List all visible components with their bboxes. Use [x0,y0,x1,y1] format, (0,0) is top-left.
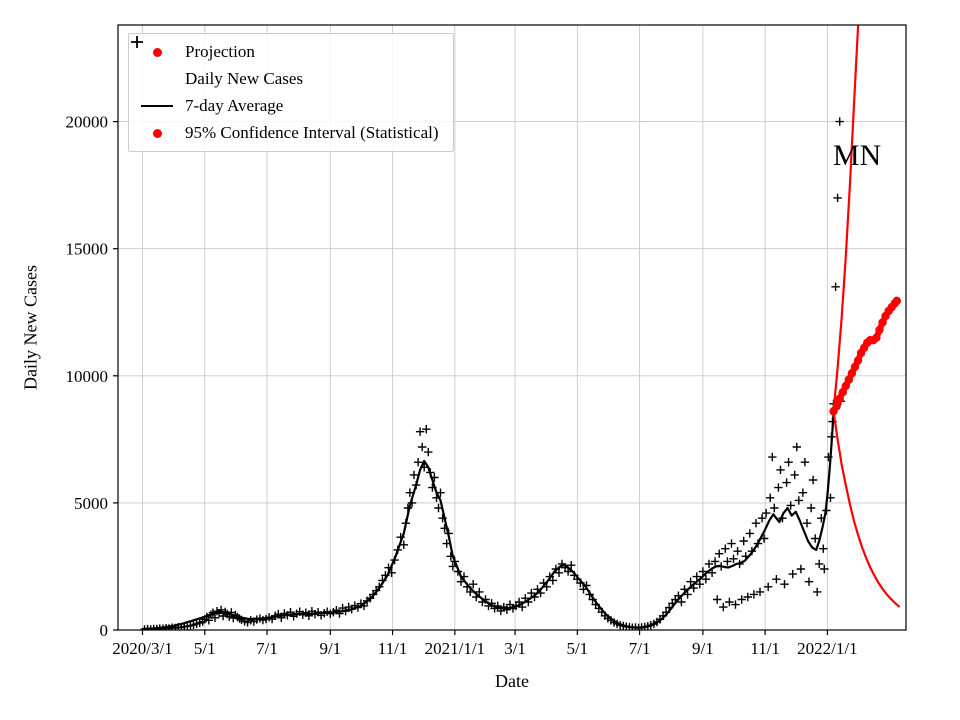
red-dot-icon [139,124,175,142]
legend-item-7day-average: 7-day Average [139,96,439,116]
y-tick-label: 0 [100,621,109,640]
x-axis-title: Date [495,671,529,691]
x-tick-label: 2021/1/1 [425,639,485,658]
projection-dot [878,318,887,327]
projection-dot [838,388,847,397]
y-tick-label: 15000 [66,240,109,259]
projection-dot [892,296,902,306]
y-tick-label: 5000 [74,494,108,513]
x-tick-label: 2020/3/1 [112,639,172,658]
projection-dot [850,362,860,372]
7-day-average-line [141,412,835,630]
projection-dot [847,369,857,378]
y-tick-label: 10000 [66,367,109,386]
x-tick-label: 3/1 [504,639,526,658]
legend-label: Daily New Cases [185,69,304,88]
projection-dot [853,356,863,365]
x-tick-label: 9/1 [319,639,341,658]
x-tick-label: 5/1 [194,639,216,658]
projection-dot [875,325,884,335]
legend-item-daily-cases: Daily New Cases [131,36,439,89]
plot-border [117,24,907,631]
95-ci-lower-line [832,410,901,608]
plus-marker-icon [131,36,175,88]
legend: Projection Daily New Cases 7-day Average… [128,33,454,152]
legend-label: 7-day Average [185,96,284,115]
x-tick-label: 11/1 [378,639,408,658]
tick-layer: 2020/3/1 5/1 7/1 9/1 11/1 2021/1/1 3/1 5/1 7/1 9/… [66,113,858,658]
line-swatch-icon [139,97,175,115]
x-tick-label: 9/1 [692,639,714,658]
y-axis-title: Daily New Cases [20,265,41,390]
red-dot-icon [139,43,175,61]
projection-dot [872,333,881,342]
x-tick-label: 2022/1/1 [797,639,857,658]
legend-label: 95% Confidence Interval (Statistical) [185,123,439,142]
x-tick-label: 7/1 [629,639,651,658]
projection-dot [835,394,844,403]
series-layer [140,25,902,630]
projection-dot [841,381,850,391]
x-tick-label: 5/1 [566,639,588,658]
legend-label: Projection [185,42,255,61]
x-tick-label: 11/1 [750,639,780,658]
y-tick-label: 20000 [66,113,109,132]
95-ci-upper-line [832,25,860,413]
legend-item-confidence-interval: 95% Confidence Interval (Statistical) [139,123,439,143]
x-tick-label: 7/1 [256,639,278,658]
projection-dot [844,375,854,384]
legend-item-projection: Projection [139,42,439,62]
state-annotation: MN [833,139,881,172]
